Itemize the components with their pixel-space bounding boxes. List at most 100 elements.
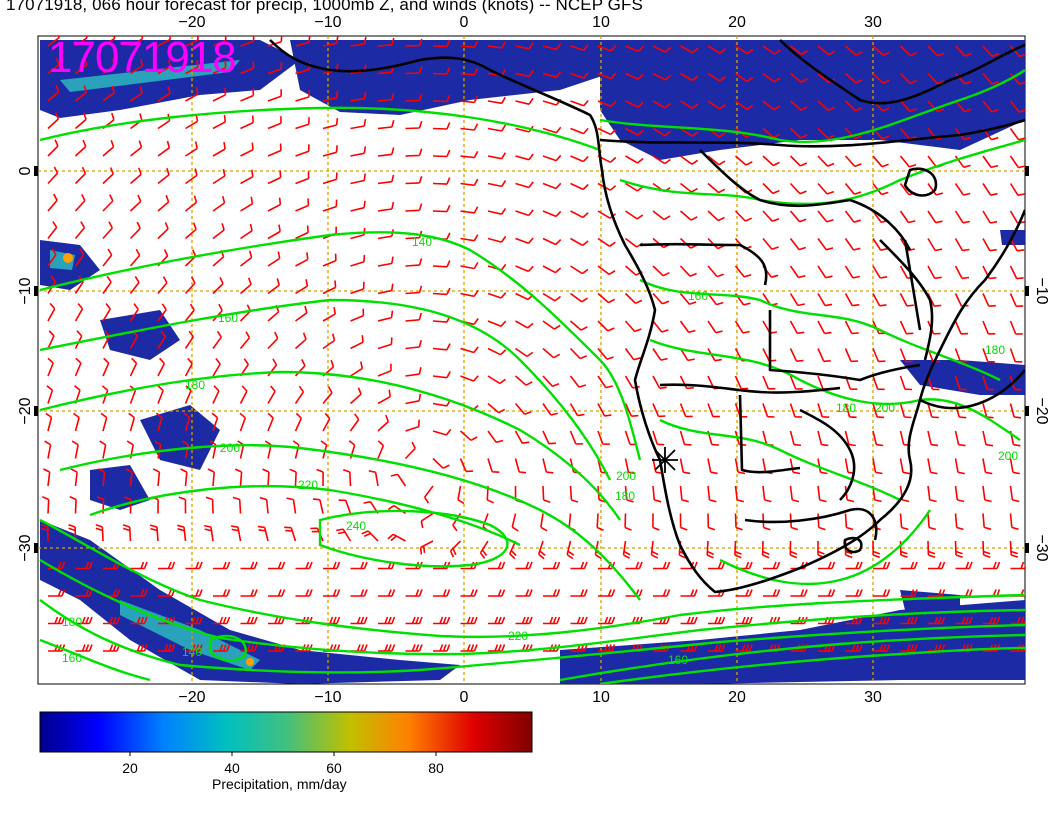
wind-barb bbox=[570, 182, 589, 191]
wind-barb bbox=[624, 292, 643, 305]
wind-barb bbox=[515, 320, 534, 329]
wind-barb bbox=[537, 540, 546, 560]
wind-barb bbox=[735, 45, 754, 55]
precip-blob-a bbox=[100, 310, 180, 360]
wind-barb bbox=[157, 167, 170, 185]
wind-barb bbox=[349, 413, 360, 432]
wind-barb bbox=[817, 265, 833, 279]
wind-barb bbox=[515, 589, 533, 597]
wind-barb bbox=[845, 589, 863, 597]
wind-barb bbox=[259, 496, 269, 514]
wind-barb bbox=[387, 533, 406, 542]
wind-barb bbox=[542, 292, 561, 302]
wind-barb bbox=[130, 644, 148, 652]
wind-barb bbox=[45, 412, 53, 432]
wind-barb bbox=[267, 116, 282, 130]
wind-barb bbox=[157, 303, 167, 322]
wind-barb bbox=[873, 561, 891, 570]
coastlines bbox=[269, 39, 1025, 594]
wind-barb bbox=[74, 166, 87, 185]
wind-barb bbox=[817, 210, 834, 223]
wind-barb bbox=[1009, 540, 1019, 558]
y-tick-right: −20 bbox=[1033, 397, 1050, 424]
wind-barb bbox=[652, 72, 672, 81]
wind-barb bbox=[257, 525, 269, 542]
wind-barb bbox=[707, 513, 716, 531]
wind-barb bbox=[130, 86, 143, 102]
wind-barb bbox=[652, 485, 662, 503]
wind-barb bbox=[322, 145, 338, 157]
contour-140b bbox=[599, 646, 1025, 684]
wind-barb bbox=[102, 357, 110, 377]
wind-barb bbox=[459, 458, 474, 473]
wind-barb bbox=[102, 167, 114, 185]
wind-barb bbox=[899, 45, 918, 57]
wind-barb bbox=[377, 256, 394, 267]
wind-barb bbox=[679, 458, 691, 475]
wind-barb bbox=[789, 265, 806, 279]
wind-barb bbox=[267, 331, 279, 350]
wind-barb bbox=[927, 430, 939, 447]
wind-barb bbox=[680, 589, 698, 597]
wind-barb bbox=[927, 458, 938, 475]
wind-barb bbox=[762, 72, 781, 83]
wind-barb bbox=[102, 58, 116, 75]
wind-barb bbox=[295, 89, 311, 102]
wind-barb bbox=[295, 616, 313, 625]
wind-barb bbox=[268, 561, 286, 570]
wind-barb bbox=[377, 201, 395, 212]
wind-barb bbox=[405, 616, 423, 625]
wind-barb bbox=[570, 44, 589, 51]
wind-barb bbox=[653, 616, 671, 625]
wind-barb bbox=[234, 468, 243, 487]
wind-barb bbox=[570, 561, 588, 570]
wind-barb bbox=[900, 589, 918, 597]
wind-barb bbox=[762, 237, 779, 251]
wind-barb bbox=[625, 155, 644, 164]
wind-barb bbox=[597, 72, 617, 80]
map-title: 17071918, 066 hour forecast for precip, … bbox=[6, 0, 643, 14]
wind-barb bbox=[267, 251, 281, 267]
wind-barb bbox=[735, 100, 754, 110]
wind-barb bbox=[264, 440, 272, 459]
wind-barb bbox=[597, 430, 610, 445]
y-tick-left: −10 bbox=[17, 277, 34, 304]
wind-barb bbox=[570, 127, 589, 135]
wind-barb bbox=[460, 151, 479, 159]
wind-barb bbox=[322, 253, 337, 267]
wind-barb bbox=[954, 430, 966, 447]
wind-barb bbox=[707, 72, 726, 82]
wind-barb bbox=[1009, 72, 1025, 86]
wind-barb bbox=[149, 524, 159, 542]
wind-barb bbox=[652, 348, 668, 361]
wind-barb bbox=[542, 485, 551, 503]
wind-barb bbox=[789, 293, 805, 307]
wind-barb bbox=[899, 375, 913, 391]
wind-barb bbox=[432, 94, 451, 103]
date-stamp: 17071918 bbox=[48, 33, 237, 82]
wind-barb bbox=[487, 320, 507, 328]
colorbar-tick: 40 bbox=[224, 760, 240, 776]
wind-barb bbox=[789, 540, 798, 559]
wind-barb bbox=[180, 468, 188, 487]
wind-barb bbox=[789, 403, 802, 418]
wind-barb bbox=[707, 182, 726, 194]
wind-barb bbox=[652, 45, 672, 53]
wind-barb bbox=[377, 414, 390, 432]
wind-barb bbox=[899, 348, 913, 363]
wind-barb bbox=[322, 386, 333, 405]
wind-barb bbox=[387, 504, 406, 515]
contour-label: 160 bbox=[218, 311, 238, 325]
wind-barb bbox=[954, 348, 968, 363]
wind-barb bbox=[597, 347, 614, 360]
wind-barb bbox=[707, 265, 724, 278]
wind-barb bbox=[706, 540, 715, 559]
wind-barb bbox=[734, 375, 749, 390]
wind-barb bbox=[570, 155, 589, 163]
contour-label: 180 bbox=[985, 343, 1005, 357]
wind-barb bbox=[267, 358, 278, 377]
wind-barb bbox=[405, 258, 423, 267]
wind-barb bbox=[927, 72, 945, 85]
wind-barb bbox=[239, 331, 251, 350]
wind-barb bbox=[205, 496, 214, 514]
